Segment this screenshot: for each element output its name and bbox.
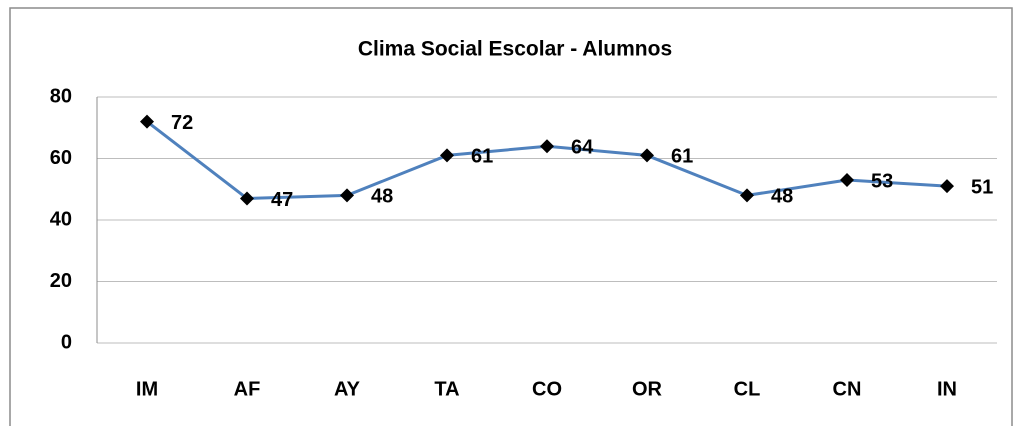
data-label: 64 <box>571 136 594 158</box>
x-tick-label: IM <box>136 378 158 400</box>
data-label: 61 <box>471 146 493 168</box>
data-label: 53 <box>871 170 893 192</box>
marker <box>140 114 154 129</box>
marker <box>940 179 954 194</box>
x-tick-label: OR <box>632 378 663 400</box>
data-label: 47 <box>271 189 293 211</box>
data-label: 48 <box>371 186 393 208</box>
x-tick-label: TA <box>434 378 459 400</box>
marker <box>840 173 854 188</box>
y-tick-label: 20 <box>50 270 72 292</box>
y-tick-label: 40 <box>50 208 72 230</box>
marker <box>240 191 254 206</box>
chart-frame <box>9 7 1013 426</box>
data-label: 61 <box>671 146 693 168</box>
data-label: 72 <box>171 112 193 134</box>
x-tick-label: CL <box>734 378 761 400</box>
y-tick-label: 60 <box>50 147 72 169</box>
x-tick-label: IN <box>937 378 957 400</box>
data-label: 48 <box>771 186 793 208</box>
marker <box>340 188 354 203</box>
y-tick-label: 80 <box>50 85 72 107</box>
data-label: 51 <box>971 176 993 198</box>
x-tick-label: AY <box>334 378 361 400</box>
marker <box>740 188 754 203</box>
x-tick-label: CN <box>833 378 862 400</box>
x-tick-label: CO <box>532 378 562 400</box>
chart-title: Clima Social Escolar - Alumnos <box>358 38 672 61</box>
marker <box>540 139 554 154</box>
x-tick-label: AF <box>234 378 261 400</box>
marker <box>440 148 454 163</box>
y-tick-label: 0 <box>61 331 72 353</box>
marker <box>640 148 654 163</box>
